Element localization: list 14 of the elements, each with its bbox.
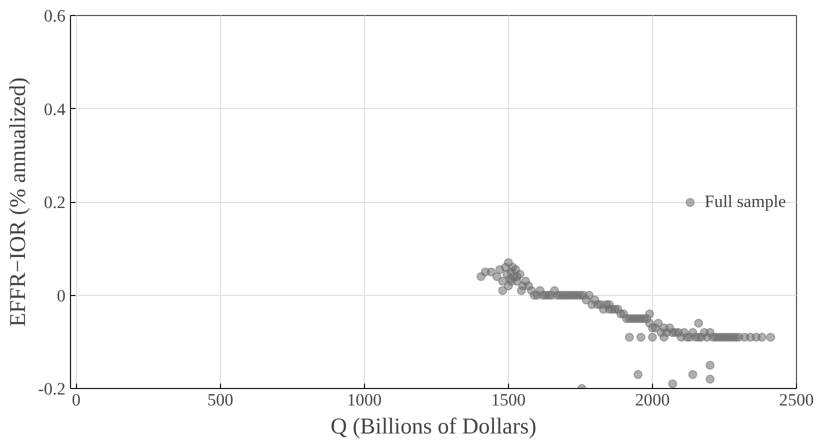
x-tick-label: 500 [207,390,234,410]
y-tick-label: -0.2 [38,380,66,398]
y-axis-title: EFFR−IOR (% annualized) [5,77,30,327]
x-tick-label: 2000 [635,390,670,410]
x-tick-label: 1500 [491,390,526,410]
x-axis-title: Q (Billions of Dollars) [330,414,536,438]
legend-label: Full sample [704,192,786,212]
x-tick-label: 0 [72,390,81,410]
x-tick-label: 2500 [779,390,814,410]
y-tick-label: 0.2 [44,193,66,212]
x-tick-label: 1000 [347,390,382,410]
y-tick-label: 0.4 [44,100,66,119]
y-tick-label: 0.6 [44,6,66,26]
y-tick-label: 0 [56,286,66,306]
